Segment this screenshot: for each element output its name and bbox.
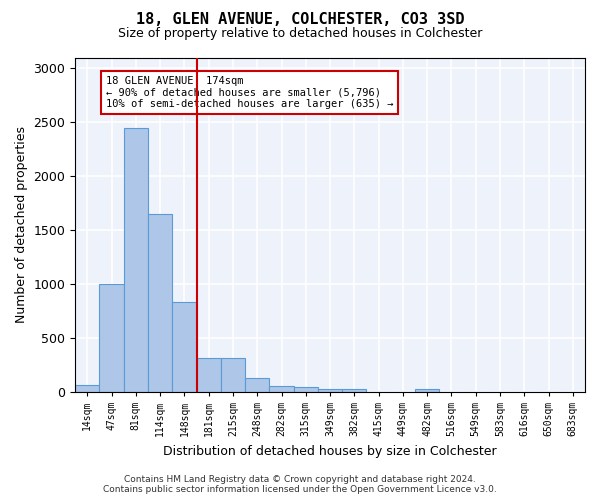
Bar (100, 284, 124, 392)
Text: 18 GLEN AVENUE: 174sqm
← 90% of detached houses are smaller (5,796)
10% of semi-: 18 GLEN AVENUE: 174sqm ← 90% of detached… (106, 76, 393, 109)
Bar (197, 358, 221, 392)
Text: Size of property relative to detached houses in Colchester: Size of property relative to detached ho… (118, 28, 482, 40)
Bar (221, 358, 245, 392)
Bar (172, 302, 197, 392)
Text: 18, GLEN AVENUE, COLCHESTER, CO3 3SD: 18, GLEN AVENUE, COLCHESTER, CO3 3SD (136, 12, 464, 28)
X-axis label: Distribution of detached houses by size in Colchester: Distribution of detached houses by size … (163, 444, 497, 458)
Bar (269, 386, 293, 392)
Bar (342, 389, 367, 392)
Text: Contains HM Land Registry data © Crown copyright and database right 2024.
Contai: Contains HM Land Registry data © Crown c… (103, 474, 497, 494)
Y-axis label: Number of detached properties: Number of detached properties (15, 126, 28, 323)
Bar (75, 386, 100, 392)
Bar (293, 387, 318, 392)
Bar (245, 378, 269, 392)
Bar (124, 128, 148, 392)
Bar (148, 214, 172, 392)
Bar (318, 388, 342, 392)
Bar (415, 388, 439, 392)
